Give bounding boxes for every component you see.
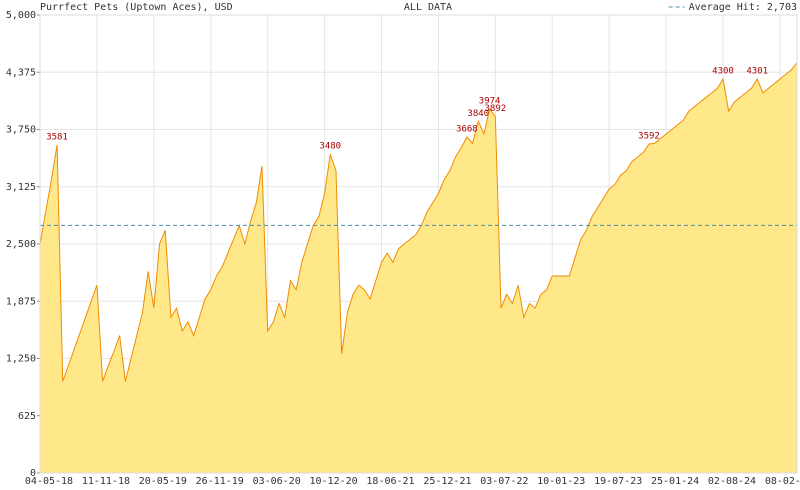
x-tick-label: 02-08-24 [708,476,756,487]
value-label: 3892 [484,104,506,114]
x-tick-label: 19-07-23 [594,476,642,487]
value-label: 4301 [746,67,768,77]
value-label: 3480 [319,142,341,152]
x-tick-label: 04-05-18 [25,476,73,487]
value-label: 4300 [712,67,734,77]
x-tick-label: 25-01-24 [651,476,699,487]
y-tick-label: 1,875 [6,296,36,307]
value-label: 3581 [46,132,68,142]
value-label: 3840 [467,109,489,119]
x-tick-label: 08-02-25 [765,476,800,487]
x-tick-label: 10-12-20 [310,476,358,487]
y-tick-label: 3,125 [6,182,36,193]
chart-title: Purrfect Pets (Uptown Aces), USD [40,2,233,13]
y-tick-label: 5,000 [6,10,36,21]
y-tick-label: 2,500 [6,239,36,250]
y-tick-label: 4,375 [6,67,36,78]
y-tick-label: 0 [30,468,36,479]
x-tick-label: 20-05-19 [139,476,187,487]
area-fill [40,62,797,473]
value-label: 3668 [456,125,478,135]
x-tick-label: 11-11-18 [82,476,130,487]
x-tick-label: 26-11-19 [196,476,244,487]
value-label: 3974 [479,96,501,106]
x-tick-label: 03-06-20 [253,476,301,487]
value-label: 3592 [638,131,660,141]
plot-border [39,14,798,474]
y-tick-label: 1,250 [6,354,36,365]
x-tick-label: 18-06-21 [366,476,414,487]
x-tick-label: 25-12-21 [423,476,471,487]
average-legend: Average Hit: 2,703 [689,2,797,13]
y-tick-label: 625 [18,411,36,422]
x-tick-label: 03-07-22 [480,476,528,487]
chart-subtitle: ALL DATA [404,2,452,13]
area-line [39,62,798,382]
x-tick-label: 10-01-23 [537,476,585,487]
y-tick-label: 3,750 [6,125,36,136]
